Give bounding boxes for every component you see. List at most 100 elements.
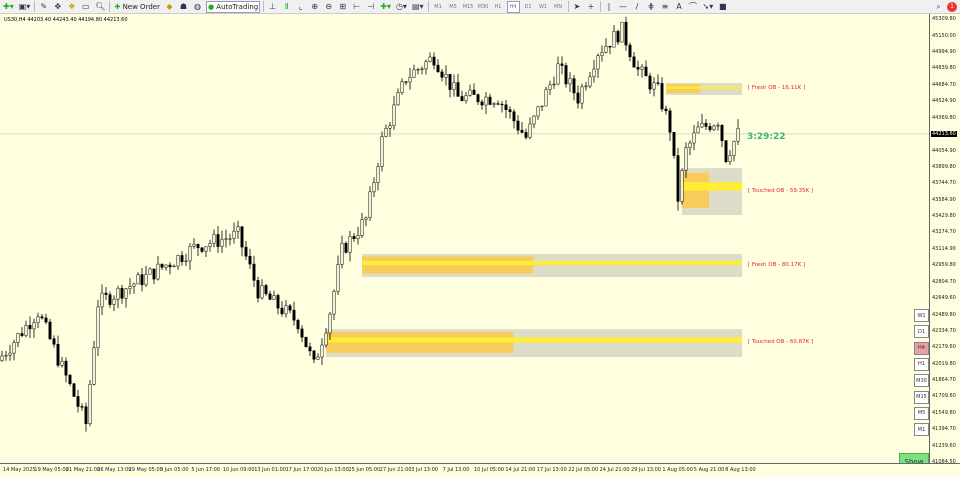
tile-windows-icon[interactable]: ⊞ — [339, 2, 347, 11]
candle-body — [112, 298, 116, 305]
candle-body — [64, 360, 68, 376]
crosshair-icon[interactable]: + — [587, 2, 595, 11]
timeframe-w1[interactable]: W1 — [538, 3, 548, 10]
candle-body — [620, 21, 624, 43]
candle-body — [136, 274, 140, 285]
zoom-in-icon[interactable]: ⊕ — [311, 2, 319, 11]
signals-icon[interactable]: ☗ — [179, 2, 188, 11]
order-block-zone — [666, 83, 742, 95]
candle-body — [68, 374, 72, 384]
candle-body — [468, 89, 472, 96]
candle-body — [676, 155, 680, 202]
search-icon[interactable]: ⌕ — [936, 1, 941, 11]
timeframe-button-h4[interactable]: H4 — [914, 341, 929, 355]
new-chart-icon[interactable]: ✚▾ — [3, 2, 14, 11]
candle-body — [312, 350, 316, 360]
candle-body — [512, 111, 516, 122]
timeframe-m30[interactable]: M30 — [477, 3, 489, 10]
candle-body — [480, 101, 484, 106]
timeframe-button-m15[interactable]: M15 — [914, 390, 929, 404]
candle-body — [212, 234, 216, 244]
autoscroll-icon[interactable]: ⊣ — [367, 2, 375, 11]
timeframe-h4[interactable]: H4 — [506, 0, 520, 13]
time-label: 8 Aug 13:00 — [725, 467, 756, 473]
time-axis[interactable]: 14 May 2025 19 May 05:00 21 May 21:00 26 Ma… — [0, 463, 960, 477]
candle-body — [404, 81, 408, 83]
candle-body — [424, 61, 428, 70]
text-icon[interactable]: A — [676, 2, 682, 11]
zoom-out-icon[interactable]: ⊖ — [325, 2, 333, 11]
navigator-icon[interactable]: ❖ — [68, 2, 76, 11]
cursor-icon[interactable]: ➤ — [573, 2, 581, 11]
price-chart[interactable]: US30,H4 44203.40 44243.40 44194.80 44213… — [0, 14, 930, 463]
candle-body — [388, 125, 392, 129]
channel-icon[interactable]: ≡ — [661, 2, 669, 11]
candle-body — [396, 92, 400, 106]
label-icon[interactable]: ⌒ — [689, 2, 698, 11]
candle-body — [20, 333, 24, 336]
candle-body — [556, 63, 560, 85]
arrows-icon[interactable]: ➘▾ — [702, 2, 714, 11]
price-axis[interactable]: 45309.80 45150.00 44994.90 44839.80 44684.70… — [930, 14, 960, 465]
line-chart-icon[interactable]: ⌞ — [298, 2, 303, 11]
candle-body — [580, 86, 584, 104]
timeframe-button-w1[interactable]: W1 — [914, 309, 929, 322]
candle-body — [644, 66, 648, 77]
data-window-icon[interactable]: ✥ — [54, 2, 62, 11]
terminal-icon[interactable]: ▭ — [82, 2, 90, 11]
timeframe-button-d1[interactable]: D1 — [914, 325, 929, 339]
fibonacci-icon[interactable]: ⋕ — [647, 2, 655, 11]
candle-body — [264, 285, 268, 295]
auto-trading-icon: ● — [207, 2, 215, 11]
price-label: 41394.70 — [932, 426, 956, 433]
candle-body — [672, 131, 676, 156]
timeframe-button-m1[interactable]: M1 — [914, 423, 929, 437]
candle-body — [84, 406, 88, 425]
notifications-icon[interactable]: 1 — [947, 1, 957, 12]
time-label: 1 Aug 05:00 — [662, 467, 693, 473]
candlestick-icon[interactable]: Ⅱ — [284, 2, 289, 11]
candle-body — [592, 68, 596, 78]
timeframe-button-m5[interactable]: M5 — [914, 406, 929, 420]
trendline-icon[interactable]: / — [635, 2, 639, 11]
timeframe-h1[interactable]: H1 — [494, 3, 502, 10]
horizontal-line-icon[interactable]: — — [619, 2, 628, 11]
candle-body — [176, 255, 180, 267]
chart-canvas — [0, 16, 929, 432]
profiles-icon[interactable]: ▣▾ — [18, 2, 31, 11]
show-button[interactable]: Show — [899, 453, 929, 463]
timeframe-button-m30[interactable]: M30 — [914, 374, 929, 388]
candle-body — [88, 384, 92, 425]
metaeditor-icon[interactable]: ◆ — [166, 2, 173, 11]
auto-trading-button[interactable]: ● AutoTrading — [205, 0, 261, 13]
candle-body — [360, 219, 364, 236]
candle-body — [600, 52, 604, 56]
timeframe-m5[interactable]: M5 — [449, 3, 457, 10]
timeframe-button-h1[interactable]: H1 — [914, 357, 929, 371]
timeframe-m1[interactable]: M1 — [434, 3, 442, 10]
vertical-line-icon[interactable]: | — [607, 2, 611, 11]
candle-body — [164, 264, 168, 268]
candle-body — [24, 325, 28, 336]
chart-shift-icon[interactable]: ⊢ — [353, 2, 361, 11]
indicators-icon[interactable]: ✚▾ — [380, 2, 391, 11]
time-label: 10 Jun 09:00 — [222, 467, 255, 473]
candle-body — [732, 140, 736, 156]
vps-icon[interactable]: ◍ — [193, 2, 201, 11]
new-order-button[interactable]: ✚ New Order — [113, 1, 161, 13]
price-label: 43274.70 — [932, 229, 956, 236]
candle-body — [420, 68, 424, 70]
candle-body — [48, 321, 52, 340]
templates-icon[interactable]: ▤▾ — [411, 2, 424, 11]
bar-chart-icon[interactable]: ⊥ — [269, 2, 277, 11]
candle-body — [520, 129, 524, 133]
timeframe-d1[interactable]: D1 — [524, 3, 532, 10]
objects-icon[interactable]: ■ — [718, 2, 727, 11]
periods-icon[interactable]: ◷▾ — [395, 2, 407, 11]
strategy-tester-icon[interactable]: 🔍︎ — [95, 2, 106, 11]
timeframe-mn[interactable]: MN — [554, 3, 563, 10]
candle-body — [716, 124, 720, 127]
order-block-label: [ Touched OB - 60.87K ] — [748, 339, 814, 346]
timeframe-m15[interactable]: M15 — [462, 3, 474, 10]
market-watch-icon[interactable]: ✎ — [40, 2, 48, 11]
